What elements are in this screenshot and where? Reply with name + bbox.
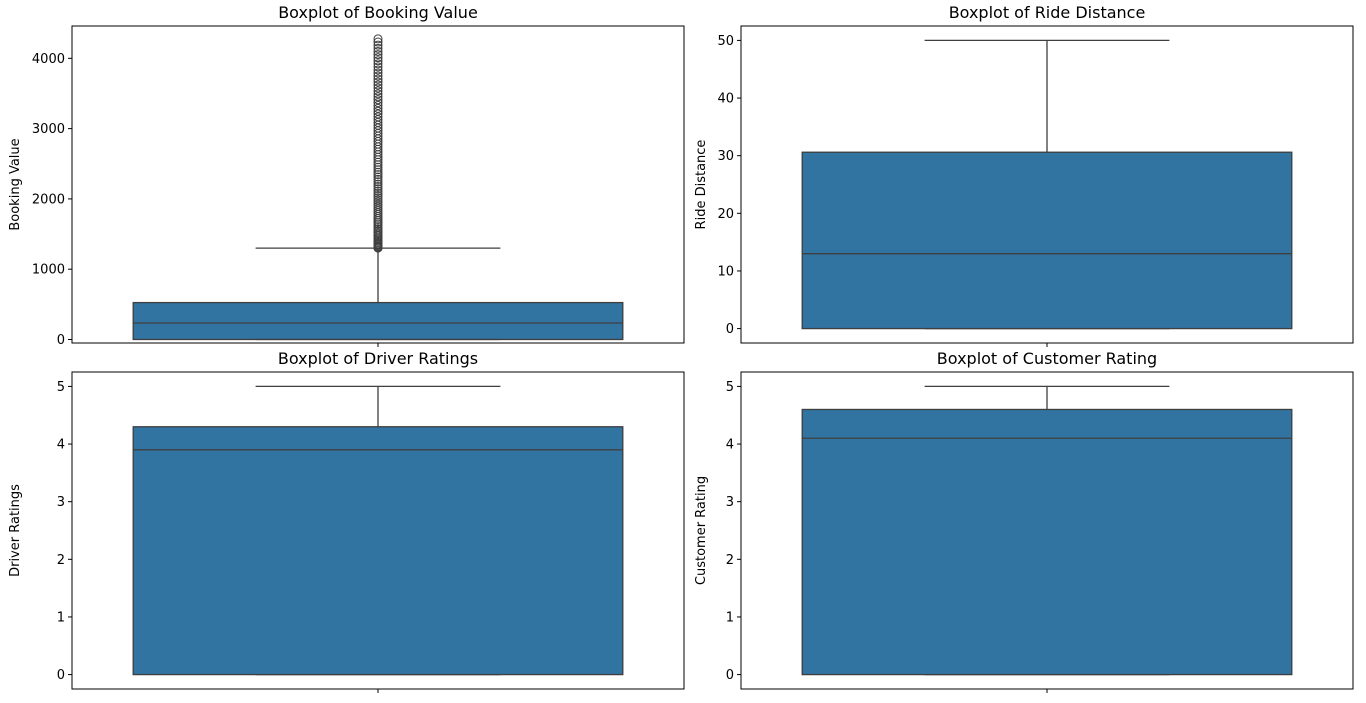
outlier-point — [373, 40, 383, 50]
y-axis-label: Ride Distance — [694, 140, 709, 230]
y-tick-label: 10 — [717, 264, 734, 279]
chart-title: Boxplot of Booking Value — [278, 3, 478, 22]
y-tick-label: 3000 — [32, 122, 65, 137]
outlier-point — [373, 195, 383, 205]
outlier-point — [373, 34, 383, 44]
outlier-point — [373, 37, 383, 47]
outlier-point — [373, 177, 383, 187]
outlier-point — [373, 98, 383, 108]
y-tick-label: 1 — [57, 610, 65, 625]
y-tick-label: 4 — [726, 438, 734, 453]
outlier-point — [373, 74, 383, 84]
outlier-point — [373, 59, 383, 69]
chart-title: Boxplot of Ride Distance — [949, 3, 1146, 22]
y-axis-label: Customer Rating — [694, 476, 709, 585]
y-tick-label: 1000 — [32, 263, 65, 278]
iqr-box — [132, 426, 624, 676]
chart-panel-1: 0 1000 2000 3000 4000 Boxplot of Booking Valu… — [8, 3, 685, 348]
chart-panel-3: 0 1 2 3 4 5 Boxplot of Driver Ratings Driver Ra… — [8, 349, 685, 693]
outlier-point — [373, 174, 383, 184]
y-axis-label: Driver Ratings — [8, 484, 23, 577]
y-tick-label: 0 — [726, 668, 734, 683]
outlier-point — [373, 77, 383, 87]
outlier-point — [373, 179, 383, 189]
outlier-point — [373, 100, 383, 110]
outlier-point — [373, 188, 383, 198]
iqr-box — [801, 408, 1293, 676]
y-tick-label: 5 — [57, 380, 65, 395]
y-tick-label: 4 — [57, 438, 65, 453]
outlier-point — [373, 191, 383, 201]
y-axis-label: Booking Value — [8, 138, 23, 230]
outlier-point — [373, 68, 383, 78]
outlier-point — [373, 95, 383, 105]
outlier-point — [373, 193, 383, 203]
chart-title: Boxplot of Driver Ratings — [278, 349, 478, 368]
outlier-point — [373, 62, 383, 72]
y-tick-label: 0 — [726, 322, 734, 337]
outlier-point — [373, 92, 383, 102]
outlier-point — [373, 53, 383, 63]
y-tick-label: 3 — [57, 495, 65, 510]
y-tick-label: 2 — [726, 553, 734, 568]
chart-panel-2: 0 10 20 30 40 50 Boxplot of Ride Distance Ride … — [694, 3, 1354, 347]
y-tick-label: 0 — [57, 333, 65, 348]
y-tick-label: 50 — [717, 34, 734, 49]
outlier-point — [373, 50, 383, 60]
outlier-point — [373, 186, 383, 196]
outlier-point — [373, 56, 383, 66]
outlier-point — [373, 43, 383, 53]
y-tick-label: 0 — [57, 668, 65, 683]
outlier-point — [373, 89, 383, 99]
outlier-point — [373, 184, 383, 194]
y-tick-label: 5 — [726, 380, 734, 395]
outlier-point — [373, 165, 383, 175]
outlier-point — [373, 170, 383, 180]
outlier-point — [373, 181, 383, 191]
iqr-box — [132, 301, 624, 341]
outlier-point — [373, 65, 383, 75]
outlier-point — [373, 199, 383, 209]
outlier-point — [373, 172, 383, 182]
outlier-point — [373, 83, 383, 93]
y-tick-label: 30 — [717, 149, 734, 164]
outlier-point — [373, 109, 383, 119]
outlier-point — [373, 197, 383, 207]
y-tick-label: 40 — [717, 92, 734, 107]
outlier-point — [373, 86, 383, 96]
y-tick-label: 3 — [726, 495, 734, 510]
outlier-point — [373, 112, 383, 122]
iqr-box — [801, 151, 1293, 330]
y-tick-label: 20 — [717, 207, 734, 222]
y-tick-label: 2 — [57, 553, 65, 568]
y-tick-label: 2000 — [32, 192, 65, 207]
chart-panel-4: 0 1 2 3 4 5 Boxplot of Customer Rating Customer… — [694, 349, 1354, 693]
outlier-point — [373, 106, 383, 116]
outlier-point — [373, 103, 383, 113]
y-tick-label: 1 — [726, 610, 734, 625]
y-tick-label: 4000 — [32, 52, 65, 67]
outlier-point — [373, 46, 383, 56]
outlier-point — [373, 80, 383, 90]
outlier-point — [373, 167, 383, 177]
chart-title: Boxplot of Customer Rating — [937, 349, 1157, 368]
outlier-point — [373, 71, 383, 81]
outlier-point — [373, 201, 383, 211]
